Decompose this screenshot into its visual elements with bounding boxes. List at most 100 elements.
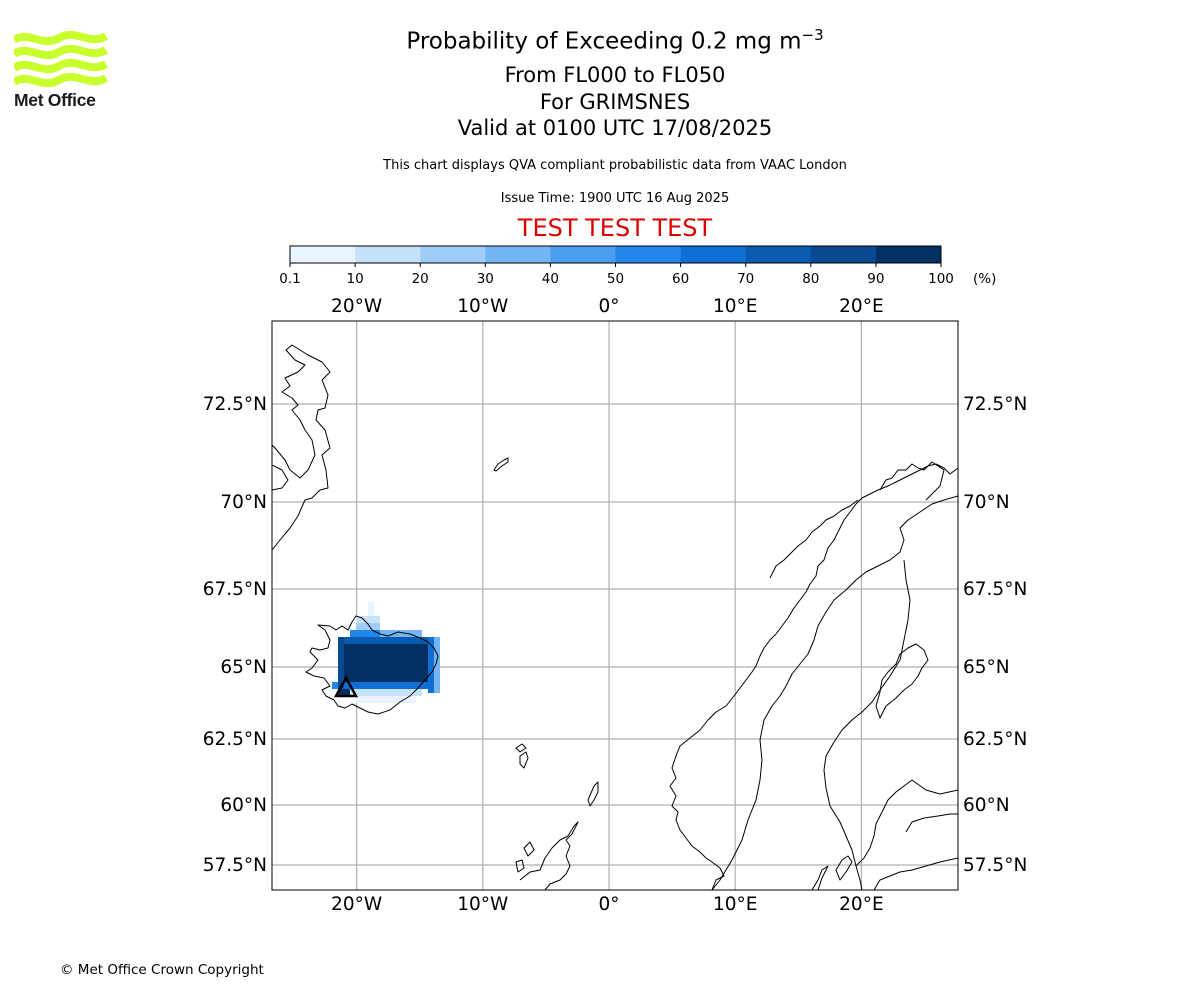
- colorbar-tick-label: 100: [928, 271, 954, 287]
- probability-cell: [332, 682, 338, 689]
- probability-cell: [362, 682, 368, 689]
- border-norway-sweden: [711, 495, 958, 890]
- probability-cell: [356, 658, 362, 665]
- colorbar-tick-label: 10: [347, 271, 364, 287]
- logo-wave-stripe: [11, 44, 109, 60]
- colorbar-tick-label: 70: [737, 271, 754, 287]
- coastline-baltic: [835, 813, 958, 881]
- probability-cell: [386, 630, 392, 637]
- probability-cell: [398, 658, 404, 665]
- probability-cell: [350, 630, 356, 637]
- probability-cell: [350, 682, 356, 689]
- probability-cell: [416, 630, 422, 637]
- copyright-notice: © Met Office Crown Copyright: [60, 962, 264, 978]
- lon-tick-label-bottom: 20°E: [839, 894, 883, 915]
- probability-cell: [362, 658, 368, 665]
- probability-cell: [344, 682, 350, 689]
- probability-cell: [338, 665, 344, 672]
- probability-cell: [356, 689, 362, 696]
- volcano-name: For GRIMSNES: [539, 90, 691, 114]
- probability-cell: [416, 644, 422, 651]
- lat-tick-label-left: 67.5°N: [203, 579, 267, 600]
- probability-cell: [398, 672, 404, 679]
- probability-cell: [374, 616, 380, 623]
- probability-cell: [356, 630, 362, 637]
- probability-cell: [356, 623, 362, 630]
- probability-cell: [380, 665, 386, 672]
- probability-cell: [428, 637, 434, 644]
- probability-cell: [428, 672, 434, 679]
- probability-cell: [344, 672, 350, 679]
- lat-tick-label-left: 60°N: [220, 795, 267, 816]
- probability-cell: [374, 658, 380, 665]
- colorbar-segment: [680, 246, 747, 263]
- lat-tick-label-left: 65°N: [220, 657, 267, 678]
- probability-cell: [410, 637, 416, 644]
- probability-cell: [350, 658, 356, 665]
- probability-cell: [434, 665, 440, 672]
- probability-cell: [404, 672, 410, 679]
- chart-title: Probability of Exceeding 0.2 mg m−3: [0, 26, 1200, 55]
- colorbar-segment: [420, 246, 486, 263]
- probability-cell: [410, 682, 416, 689]
- probability-cell: [368, 665, 374, 672]
- probability-cell: [404, 665, 410, 672]
- probability-cell: [428, 665, 434, 672]
- probability-map: 20°W 20°W 10°W 10°W 0° 0° 10°E 10°E 20°E 20°E 72.5…: [203, 296, 1028, 915]
- probability-cell: [410, 665, 416, 672]
- lat-tick-label-left: 70°N: [220, 492, 267, 513]
- lon-tick-label-bottom: 10°W: [457, 894, 508, 915]
- probability-cell: [434, 637, 440, 644]
- coastline-denmark: [811, 865, 829, 890]
- probability-cell: [416, 651, 422, 658]
- colorbar-tick-label: 20: [412, 271, 429, 287]
- probability-cell: [356, 672, 362, 679]
- lat-tick-label-right: 62.5°N: [963, 729, 1027, 750]
- probability-cell: [344, 651, 350, 658]
- chart-title-main: Probability of Exceeding 0.2 mg m: [406, 28, 802, 55]
- probability-cell: [428, 679, 434, 686]
- valid-time: Valid at 0100 UTC 17/08/2025: [457, 116, 773, 140]
- probability-cell: [374, 630, 380, 637]
- probability-cell: [410, 696, 416, 703]
- probability-cell: [398, 637, 404, 644]
- probability-cell: [368, 689, 374, 696]
- probability-cell: [422, 672, 428, 679]
- coastlines: [272, 344, 958, 890]
- lon-tick-label-top: 20°E: [839, 296, 883, 317]
- probability-cell: [368, 630, 374, 637]
- colorbar-unit: (%): [973, 271, 996, 287]
- probability-cell: [350, 672, 356, 679]
- probability-cell: [362, 651, 368, 658]
- probability-cell: [422, 651, 428, 658]
- probability-cell: [434, 672, 440, 679]
- probability-cell: [338, 651, 344, 658]
- probability-cell: [416, 658, 422, 665]
- probability-cell: [380, 651, 386, 658]
- probability-cell: [362, 644, 368, 651]
- probability-cell: [368, 609, 374, 616]
- volcano-triangle-icon: [333, 675, 359, 698]
- probability-cell: [386, 637, 392, 644]
- map-frame: [271, 320, 959, 891]
- probability-cell: [404, 637, 410, 644]
- coastline-sweden-east: [855, 779, 958, 867]
- probability-cell: [362, 689, 368, 696]
- probability-cell: [368, 651, 374, 658]
- probability-cell: [338, 679, 344, 686]
- map-tick-labels: 20°W 20°W 10°W 10°W 0° 0° 10°E 10°E 20°E 20°E 72.5…: [203, 296, 1028, 915]
- colorbar-segment: [485, 246, 551, 263]
- probability-cell: [416, 682, 422, 689]
- probability-cell: [368, 616, 374, 623]
- lat-tick-label-right: 60°N: [963, 795, 1010, 816]
- probability-cell: [410, 658, 416, 665]
- coastline-iceland: [305, 615, 439, 715]
- probability-cell: [398, 630, 404, 637]
- probability-cell: [422, 682, 428, 689]
- probability-cell: [386, 682, 392, 689]
- coastline-scotland: [515, 821, 579, 890]
- probability-cell: [410, 651, 416, 658]
- probability-cell: [356, 665, 362, 672]
- probability-cell: [344, 689, 350, 696]
- probability-cell: [392, 682, 398, 689]
